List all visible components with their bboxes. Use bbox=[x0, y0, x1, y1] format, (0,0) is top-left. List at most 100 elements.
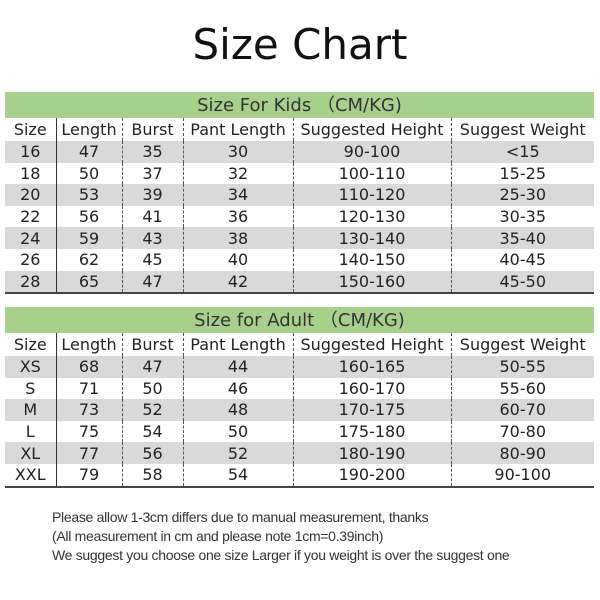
column-header: Size bbox=[13, 335, 47, 354]
table-cell: 41 bbox=[121, 205, 183, 228]
table-cell: 71 bbox=[55, 377, 122, 400]
table-cell: 130-140 bbox=[292, 227, 451, 249]
table-row: XS 68 47 44 160-165 50-55 bbox=[5, 356, 594, 378]
adult-size-section: Size for Adult （CM/KG) Size Length Burst Pa… bbox=[5, 307, 594, 488]
table-cell: 30-35 bbox=[450, 205, 594, 228]
table-cell: 190-200 bbox=[292, 463, 451, 488]
table-cell: 180-190 bbox=[292, 442, 451, 464]
table-row: 16 47 35 30 90-100 <15 bbox=[5, 141, 594, 163]
column-header: Pant Length bbox=[182, 118, 293, 141]
kids-size-table: Size Length Burst Pant Length Suggested Heig… bbox=[5, 118, 594, 295]
table-row: L 75 54 50 175-180 70-80 bbox=[5, 420, 594, 443]
table-cell: 70-80 bbox=[450, 420, 594, 443]
table-cell: 45 bbox=[121, 248, 183, 271]
table-cell: 38 bbox=[182, 227, 293, 249]
table-cell: 80-90 bbox=[450, 442, 594, 464]
table-row: 20 53 39 34 110-120 25-30 bbox=[5, 184, 594, 206]
table-row: XL 77 56 52 180-190 80-90 bbox=[5, 442, 594, 464]
table-cell: 77 bbox=[55, 442, 122, 464]
table-cell: 20 bbox=[20, 185, 41, 205]
table-cell: 59 bbox=[55, 227, 122, 249]
table-cell: 35 bbox=[121, 141, 183, 163]
table-cell: 45-50 bbox=[450, 270, 594, 295]
table-cell: 26 bbox=[20, 250, 41, 270]
table-cell: 50-55 bbox=[450, 356, 594, 378]
table-cell: 56 bbox=[121, 442, 183, 464]
table-cell: 55-60 bbox=[450, 377, 594, 400]
adult-table-heading: Size for Adult （CM/KG) bbox=[5, 307, 594, 333]
table-cell: 54 bbox=[121, 420, 183, 443]
table-cell: 50 bbox=[121, 377, 183, 400]
note-line: We suggest you choose one size Larger if… bbox=[52, 547, 510, 563]
table-cell: 110-120 bbox=[292, 184, 451, 206]
table-cell: 34 bbox=[182, 184, 293, 206]
note-line: (All measurement in cm and please note 1… bbox=[52, 528, 384, 544]
table-cell: 50 bbox=[55, 162, 122, 185]
table-cell: L bbox=[25, 422, 35, 442]
table-cell: <15 bbox=[450, 141, 594, 163]
table-cell: 170-175 bbox=[292, 399, 451, 421]
column-header: Suggested Height bbox=[292, 333, 451, 356]
table-cell: 75 bbox=[55, 420, 122, 443]
table-row: 18 50 37 32 100-110 15-25 bbox=[5, 162, 594, 185]
table-cell: 65 bbox=[55, 270, 122, 295]
table-row: S 71 50 46 160-170 55-60 bbox=[5, 377, 594, 400]
table-cell: 140-150 bbox=[292, 248, 451, 271]
table-cell: 18 bbox=[20, 163, 41, 183]
table-cell: 48 bbox=[182, 399, 293, 421]
table-cell: 30 bbox=[182, 141, 293, 163]
table-row: 28 65 47 42 150-160 45-50 bbox=[5, 270, 594, 295]
column-header: Suggested Height bbox=[292, 118, 451, 141]
column-header: Suggest Weight bbox=[450, 118, 594, 141]
measurement-notes: Please allow 1-3cm differs due to manual… bbox=[52, 508, 510, 565]
table-cell: XL bbox=[20, 443, 41, 463]
column-header: Length bbox=[55, 333, 122, 356]
page-title: Size Chart bbox=[192, 20, 408, 69]
table-cell: 73 bbox=[55, 399, 122, 421]
table-cell: 52 bbox=[182, 442, 293, 464]
table-cell: XXL bbox=[5, 463, 56, 488]
table-cell: 50 bbox=[182, 420, 293, 443]
table-cell: 24 bbox=[20, 228, 41, 248]
table-cell: 37 bbox=[121, 162, 183, 185]
table-cell: M bbox=[23, 400, 38, 420]
table-cell: 42 bbox=[182, 270, 293, 295]
table-cell: 58 bbox=[121, 463, 183, 488]
table-row: XXL 79 58 54 190-200 90-100 bbox=[5, 463, 594, 488]
table-cell: 62 bbox=[55, 248, 122, 271]
table-cell: 39 bbox=[121, 184, 183, 206]
table-cell: 28 bbox=[5, 270, 56, 295]
column-header: Burst bbox=[121, 333, 183, 356]
table-cell: 15-25 bbox=[450, 162, 594, 185]
table-cell: 175-180 bbox=[292, 420, 451, 443]
note-line: Please allow 1-3cm differs due to manual… bbox=[52, 509, 429, 525]
table-cell: 60-70 bbox=[450, 399, 594, 421]
table-cell: 32 bbox=[182, 162, 293, 185]
column-header: Suggest Weight bbox=[450, 333, 594, 356]
column-header: Burst bbox=[121, 118, 183, 141]
table-cell: 43 bbox=[121, 227, 183, 249]
table-cell: XS bbox=[19, 357, 41, 377]
table-cell: 120-130 bbox=[292, 205, 451, 228]
table-cell: 16 bbox=[20, 142, 41, 162]
table-cell: 44 bbox=[182, 356, 293, 378]
table-cell: 25-30 bbox=[450, 184, 594, 206]
column-header: Pant Length bbox=[182, 333, 293, 356]
table-cell: 160-165 bbox=[292, 356, 451, 378]
table-cell: 47 bbox=[121, 270, 183, 295]
table-row: M 73 52 48 170-175 60-70 bbox=[5, 399, 594, 421]
table-cell: 150-160 bbox=[292, 270, 451, 295]
table-cell: 46 bbox=[182, 377, 293, 400]
kids-table-heading: Size For Kids （CM/KG) bbox=[5, 92, 594, 118]
table-cell: 52 bbox=[121, 399, 183, 421]
table-row: 22 56 41 36 120-130 30-35 bbox=[5, 205, 594, 228]
column-header: Length bbox=[55, 118, 122, 141]
table-cell: 90-100 bbox=[450, 463, 594, 488]
table-cell: 35-40 bbox=[450, 227, 594, 249]
table-cell: 160-170 bbox=[292, 377, 451, 400]
table-cell: 40 bbox=[182, 248, 293, 271]
kids-size-section: Size For Kids （CM/KG) Size Length Burst Pan… bbox=[5, 92, 594, 295]
table-cell: 68 bbox=[55, 356, 122, 378]
table-cell: 53 bbox=[55, 184, 122, 206]
table-row: 24 59 43 38 130-140 35-40 bbox=[5, 227, 594, 249]
